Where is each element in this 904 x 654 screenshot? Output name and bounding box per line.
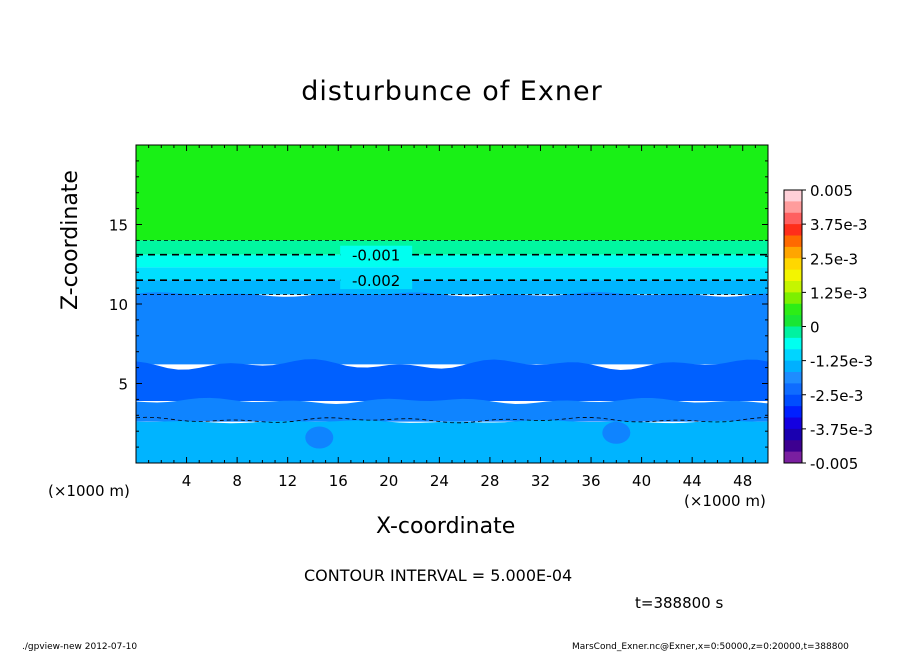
colorbar-label: -3.75e-3 — [810, 421, 873, 439]
band-0 — [136, 145, 768, 241]
colorbar-cell — [784, 406, 802, 418]
colorbar-label: 0 — [810, 319, 820, 337]
y-tick-label: 5 — [118, 376, 128, 394]
footer-right: MarsCond_Exner.nc@Exner,x=0:50000,z=0:20… — [572, 642, 849, 652]
contour-label-bg-0 — [340, 245, 413, 264]
colorbar-label: -0.005 — [810, 455, 858, 473]
colorbar-cell — [784, 417, 802, 430]
colorbar-label: 1.25e-3 — [810, 284, 868, 302]
colorbar-cell — [784, 201, 802, 214]
x-tick-label: 32 — [531, 472, 550, 490]
plot-area — [136, 145, 768, 463]
contour-label-1: -0.002 — [352, 272, 400, 290]
colorbar-cell — [784, 281, 802, 293]
x-tick-label: 12 — [278, 472, 297, 490]
x-tick-label: 40 — [632, 472, 651, 490]
colorbar-label: 0.005 — [810, 182, 853, 200]
y-tick-label: 15 — [109, 217, 128, 235]
band-3 — [136, 267, 768, 281]
x-tick-label: 28 — [480, 472, 499, 490]
colorbar-cell — [784, 451, 802, 464]
trough-1 — [602, 421, 631, 444]
x-tick-label: 36 — [581, 472, 600, 490]
x-axis-label: X-coordinate — [376, 514, 516, 539]
trough-0 — [305, 426, 334, 449]
colorbar-cell — [784, 372, 802, 384]
band-2 — [136, 254, 768, 268]
x-tick-label: 24 — [430, 472, 449, 490]
colorbar-cell — [784, 349, 802, 362]
colorbar-cell — [784, 337, 802, 350]
x-tick-label: 20 — [379, 472, 398, 490]
colorbar-cell — [784, 258, 802, 271]
band-1 — [136, 240, 768, 255]
contour-label-bg-1 — [340, 271, 413, 290]
colorbar-cell — [784, 440, 802, 453]
colorbar: 0.005 3.75e-3 2.5e-3 1.25e-3 0 -1.25e-3 -2.5e-… — [783, 182, 873, 473]
band-7 — [136, 397, 768, 422]
band-8 — [136, 420, 768, 463]
colorbar-label: 3.75e-3 — [810, 216, 868, 234]
band-6 — [136, 359, 768, 401]
chart-title: disturbunce of Exner — [301, 76, 603, 107]
colorbar-cell — [784, 269, 802, 282]
y-tick-label: 10 — [109, 296, 128, 314]
colorbar-cell — [784, 235, 802, 248]
x-tick-label: 48 — [733, 472, 752, 490]
x-tick-label: 16 — [329, 472, 348, 490]
footer-left: ./gpview-new 2012-07-10 — [22, 642, 138, 652]
colorbar-cell — [784, 360, 802, 373]
colorbar-label: 2.5e-3 — [810, 250, 858, 268]
contour-label-0: -0.001 — [352, 247, 400, 265]
time-label: t=388800 s — [635, 594, 724, 612]
colorbar-cell — [784, 326, 802, 339]
colorbar-cell — [784, 190, 802, 202]
colorbar-cell — [784, 383, 802, 396]
colorbar-cell — [784, 292, 802, 305]
x-axis-unit-left: (×1000 m) — [48, 482, 130, 500]
colorbar-cell — [784, 212, 802, 225]
colorbar-cell — [784, 428, 802, 441]
colorbar-cell — [784, 224, 802, 236]
contour-line-lower — [135, 416, 769, 424]
x-tick-label: 8 — [232, 472, 242, 490]
colorbar-label: -2.5e-3 — [810, 387, 863, 405]
colorbar-cell — [784, 303, 802, 316]
x-axis-unit-right: (×1000 m) — [684, 492, 766, 510]
band-4 — [136, 280, 768, 295]
colorbar-cell — [784, 246, 802, 259]
band-5 — [136, 292, 768, 365]
x-tick-label: 4 — [182, 472, 192, 490]
colorbar-cell — [784, 315, 802, 327]
x-tick-label: 44 — [683, 472, 702, 490]
contour-interval-label: CONTOUR INTERVAL = 5.000E-04 — [304, 566, 573, 585]
colorbar-label: -1.25e-3 — [810, 353, 873, 371]
contour-lines: -0.001 -0.002 — [135, 239, 769, 424]
colorbar-cell — [784, 394, 802, 407]
